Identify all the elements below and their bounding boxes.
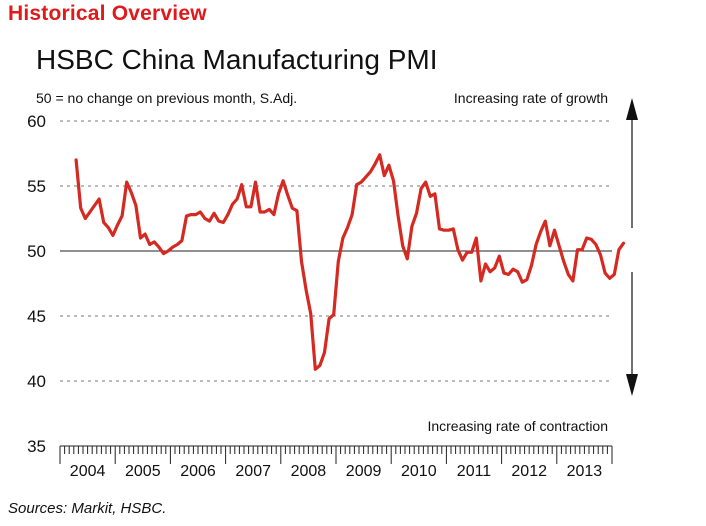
y-tick-label-50: 50 [27,242,46,261]
x-tick-label-2010: 2010 [401,463,437,480]
x-tick-label-2011: 2011 [457,463,492,480]
axis-layer: 35 40 45 50 55 60 2004 2005 2006 2007 2008 2009 2010… [27,112,613,480]
x-tick-label-2007: 2007 [235,463,271,480]
x-tick-label-2012: 2012 [511,463,547,480]
y-tick-label-60: 60 [27,112,46,131]
x-tick-label-2008: 2008 [291,463,327,480]
chart-subtitle: 50 = no change on previous month, S.Adj. [36,90,298,106]
x-tick-label-2009: 2009 [346,463,382,480]
growth-contraction-arrow [626,98,638,396]
chart-title: HSBC China Manufacturing PMI [36,44,438,75]
arrow-head-down [626,374,638,396]
x-tick-label-2013: 2013 [567,463,603,480]
pmi-series-line [74,153,626,371]
y-tick-label-35: 35 [27,437,46,456]
x-tick-label-2005: 2005 [125,463,161,480]
y-tick-label-55: 55 [27,177,46,196]
arrow-head-up [626,98,638,120]
x-tick-label-2006: 2006 [180,463,216,480]
series-layer [74,153,626,371]
x-tick-label-2004: 2004 [70,463,106,480]
section-title: Historical Overview [8,2,207,25]
y-tick-label-40: 40 [27,372,46,391]
growth-annotation: Increasing rate of growth [453,90,608,106]
source-note: Sources: Markit, HSBC. [8,500,167,517]
y-tick-label-45: 45 [27,307,46,326]
contraction-annotation: Increasing rate of contraction [427,418,608,434]
grid-layer [60,120,612,382]
